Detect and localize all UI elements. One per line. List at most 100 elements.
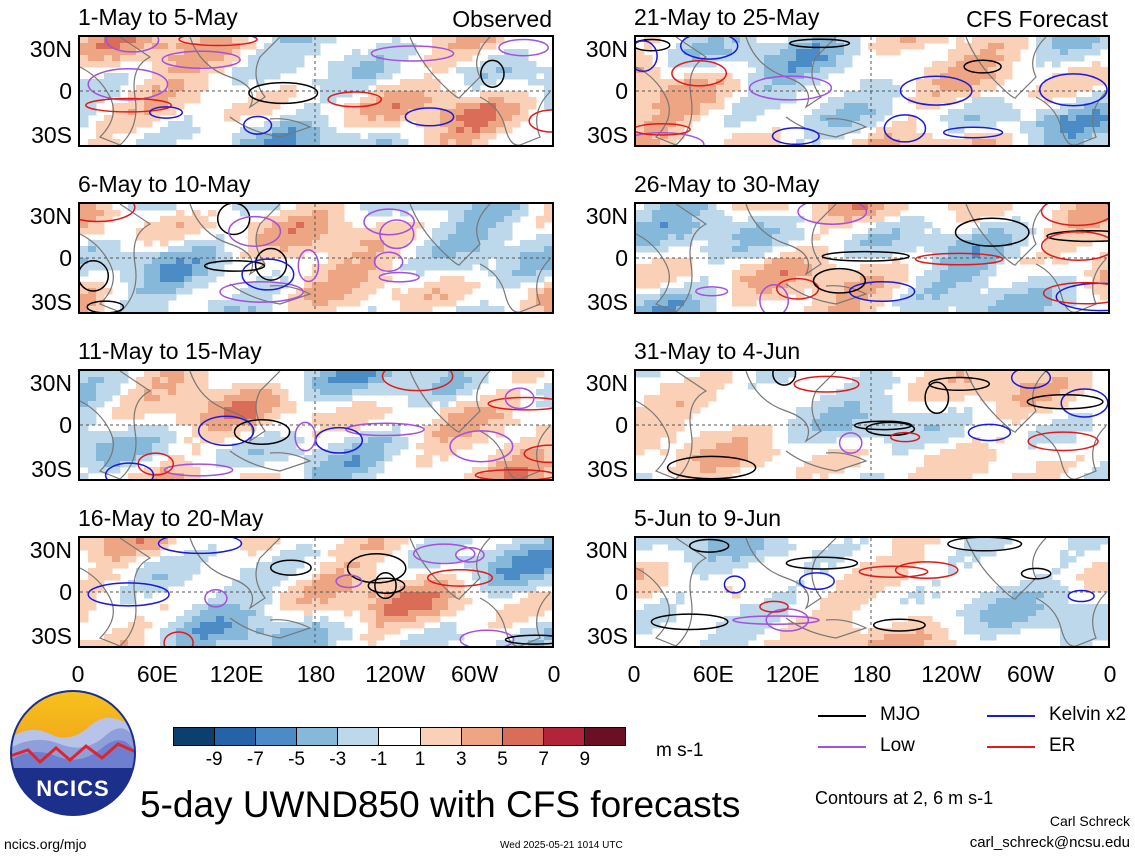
anomaly-cell [232,389,241,396]
anomaly-cell [432,67,441,74]
anomaly-cell [432,616,441,623]
anomaly-cell [684,85,693,92]
anomaly-cell [240,586,249,593]
anomaly-cell [176,401,185,408]
anomaly-cell [1044,115,1053,122]
anomaly-cell [908,419,917,426]
anomaly-cell [480,222,489,229]
anomaly-cell [1012,49,1021,56]
anomaly-cell [732,288,741,295]
anomaly-cell [160,437,169,444]
anomaly-cell [328,97,337,104]
anomaly-cell [836,270,845,277]
anomaly-cell [456,240,465,247]
anomaly-cell [176,73,185,80]
anomaly-cell [748,204,757,211]
anomaly-cell [416,443,425,450]
anomaly-cell [964,234,973,241]
anomaly-cell [520,55,529,62]
anomaly-cell [780,216,789,223]
anomaly-cell [176,222,185,229]
anomaly-cell [304,49,313,56]
anomaly-cell [940,252,949,259]
anomaly-cell [264,419,273,426]
anomaly-cell [384,389,393,396]
anomaly-cell [868,133,877,140]
anomaly-cell [980,109,989,116]
anomaly-cell [676,264,685,271]
anomaly-cell [184,258,193,265]
anomaly-cell [160,49,169,56]
anomaly-cell [128,622,137,629]
anomaly-cell [860,79,869,86]
anomaly-cell [644,306,653,312]
anomaly-cell [504,258,513,265]
anomaly-cell [764,377,773,384]
anomaly-cell [1084,204,1093,211]
anomaly-cell [216,622,225,629]
anomaly-cell [504,264,513,271]
anomaly-cell [128,413,137,420]
anomaly-cell [544,580,552,587]
anomaly-cell [312,109,321,116]
anomaly-cell [440,449,449,456]
anomaly-cell [812,300,821,307]
anomaly-cell [836,431,845,438]
anomaly-cell [480,413,489,420]
anomaly-cell [160,79,169,86]
anomaly-cell [916,240,925,247]
anomaly-cell [144,79,153,86]
anomaly-cell [96,240,105,247]
anomaly-cell [772,234,781,241]
anomaly-cell [660,294,669,301]
anomaly-cell [256,389,265,396]
anomaly-cell [772,228,781,235]
anomaly-cell [128,300,137,307]
anomaly-cell [844,300,853,307]
anomaly-cell [1004,234,1013,241]
anomaly-cell [336,473,345,479]
anomaly-cell [1036,109,1045,116]
anomaly-cell [676,407,685,414]
anomaly-cell [644,395,653,402]
anomaly-cell [264,300,273,307]
anomaly-cell [408,97,417,104]
anomaly-cell [884,252,893,259]
anomaly-cell [536,67,545,74]
anomaly-cell [1060,377,1069,384]
anomaly-cell [980,467,989,474]
anomaly-cell [876,115,885,122]
anomaly-cell [80,216,89,223]
anomaly-cell [1044,85,1053,92]
anomaly-cell [144,228,153,235]
anomaly-cell [1068,276,1077,283]
anomaly-cell [544,204,552,211]
anomaly-cell [964,449,973,456]
anomaly-cell [120,306,129,312]
anomaly-cell [168,55,177,62]
anomaly-cell [924,467,933,474]
anomaly-cell [684,401,693,408]
anomaly-cell [636,79,645,86]
anomaly-cell [660,413,669,420]
anomaly-cell [772,127,781,134]
anomaly-cell [1092,222,1101,229]
anomaly-cell [956,216,965,223]
anomaly-cell [320,85,329,92]
anomaly-cell [652,264,661,271]
anomaly-cell [708,449,717,456]
anomaly-cell [520,61,529,68]
anomaly-cell [448,282,457,289]
anomaly-cell [504,73,513,80]
anomaly-cell [956,276,965,283]
anomaly-cell [844,121,853,128]
anomaly-cell [208,389,217,396]
anomaly-cell [376,133,385,140]
anomaly-cell [368,55,377,62]
anomaly-cell [328,455,337,462]
anomaly-cell [668,97,677,104]
anomaly-cell [176,562,185,569]
anomaly-cell [756,282,765,289]
anomaly-cell [160,443,169,450]
anomaly-cell [544,264,552,271]
